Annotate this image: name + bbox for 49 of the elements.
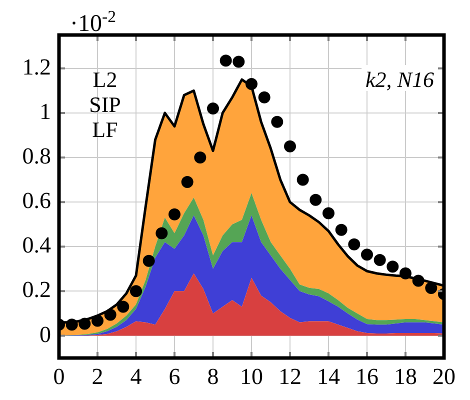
point [194, 152, 206, 164]
point [296, 174, 309, 186]
point [156, 227, 168, 240]
y-tick-label: 1.2 [22, 54, 51, 80]
point [232, 56, 245, 68]
point [310, 194, 322, 206]
x-tick-label: 16 [356, 364, 378, 389]
x-tick-label: 4 [130, 364, 142, 389]
point [284, 140, 296, 152]
point [66, 318, 78, 331]
x-tick-label: 10 [240, 364, 263, 389]
x-tick-label: 14 [317, 364, 340, 389]
x-tick-label: 2 [92, 364, 104, 389]
point [322, 207, 334, 220]
point [246, 78, 258, 90]
point [361, 248, 373, 261]
point [78, 318, 91, 330]
point [130, 285, 142, 298]
point [386, 260, 399, 273]
y-tick-label: 0.6 [22, 188, 51, 214]
y-tick-label: 1 [40, 99, 51, 124]
point [117, 300, 130, 313]
point [104, 308, 116, 321]
point [181, 176, 194, 188]
y-axis-title: ·10$^{-2}$ [70, 6, 116, 37]
point [220, 54, 232, 67]
point [168, 208, 180, 220]
point [348, 238, 360, 250]
point [374, 254, 386, 266]
point [207, 102, 219, 115]
annotation: k2, N16 [366, 67, 434, 92]
point [425, 282, 438, 294]
x-tick-label: 12 [278, 364, 302, 389]
annotation: L2 SIP LF [89, 67, 121, 142]
point [335, 224, 348, 236]
point [412, 274, 424, 287]
point [400, 267, 412, 280]
y-tick-label: 0.2 [22, 277, 51, 302]
point [92, 314, 104, 327]
x-tick-label: 6 [168, 364, 180, 389]
point [142, 254, 155, 267]
x-tick-label: 8 [207, 364, 219, 389]
y-tick-label: 0 [40, 322, 51, 347]
point [271, 116, 284, 128]
point [258, 91, 270, 104]
y-tick-label: 0.8 [22, 144, 51, 169]
x-tick-label: 18 [394, 364, 417, 389]
x-tick-label: 20 [432, 364, 456, 389]
y-tick-label: 0.4 [22, 232, 52, 258]
